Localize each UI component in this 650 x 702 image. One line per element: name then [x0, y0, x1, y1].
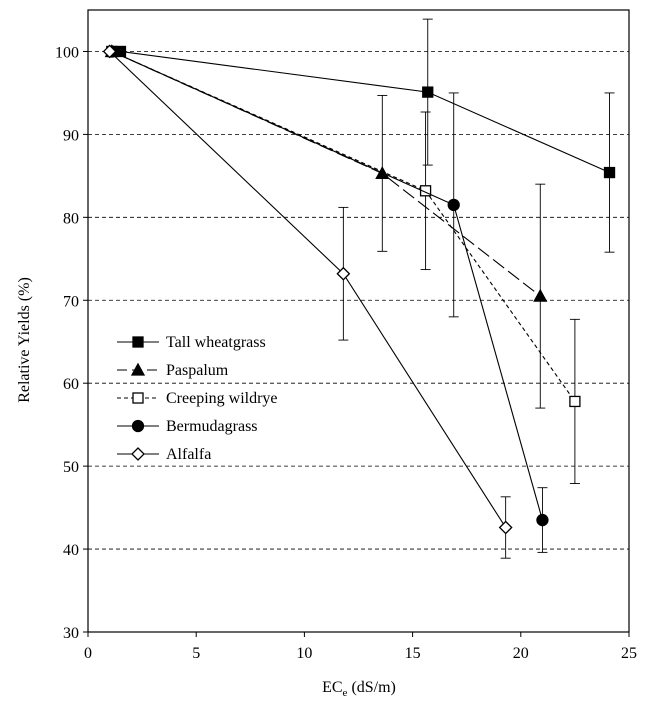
x-axis-label-unit: (dS/m) — [347, 679, 395, 696]
legend-label-creeping-wildrye: Creeping wildrye — [166, 390, 278, 407]
legend-marker-bermudagrass — [131, 419, 145, 433]
point-alfalfa-0 — [102, 44, 117, 59]
x-tick-label-0: 0 — [84, 645, 92, 662]
point-alfalfa-2 — [498, 520, 513, 535]
series-paspalum — [104, 44, 548, 409]
legend-item-alfalfa: Alfalfa — [117, 446, 211, 463]
x-tick-label-10: 10 — [296, 645, 312, 662]
y-tick-label-70: 70 — [63, 293, 79, 310]
point-alfalfa-1 — [336, 266, 351, 281]
point-tall-wheatgrass-1 — [422, 86, 434, 98]
point-tall-wheatgrass-2 — [603, 166, 616, 179]
x-axis-label: ECe (dS/m) — [322, 679, 396, 697]
x-tick-label-25: 25 — [621, 645, 637, 662]
point-creeping-wildrye-2 — [569, 395, 581, 408]
series-tall-wheatgrass — [114, 18, 616, 253]
y-tick-label-100: 100 — [55, 44, 79, 61]
y-axis-label: Relative Yields (%) — [16, 277, 33, 403]
x-tick-label-5: 5 — [192, 645, 200, 662]
x-tick-label-20: 20 — [513, 645, 529, 662]
y-tick-label-30: 30 — [63, 625, 79, 642]
legend-label-paspalum: Paspalum — [166, 362, 229, 379]
point-bermudagrass-2 — [536, 513, 549, 527]
series-layer — [102, 18, 616, 559]
series-bermudagrass — [105, 45, 549, 553]
legend-item-tall-wheatgrass: Tall wheatgrass — [117, 334, 266, 351]
grid-layer — [88, 51, 629, 550]
x-axis-label-main: EC — [322, 679, 342, 696]
x-axis-label-subscript: e — [343, 687, 348, 697]
line-tall-wheatgrass — [120, 50, 610, 174]
legend-item-bermudagrass: Bermudagrass — [117, 418, 258, 435]
legend-marker-alfalfa — [131, 447, 145, 461]
series-alfalfa — [102, 44, 513, 559]
axis-layer: 30 40 50 60 70 80 90 100 0 5 10 15 20 25 — [55, 44, 637, 662]
y-tick-label-60: 60 — [63, 376, 79, 393]
legend-label-bermudagrass: Bermudagrass — [166, 418, 258, 435]
point-creeping-wildrye-1 — [419, 185, 432, 197]
legend-label-alfalfa: Alfalfa — [166, 446, 211, 463]
legend-marker-tall-wheatgrass — [132, 336, 144, 348]
legend-item-paspalum: Paspalum — [117, 362, 229, 379]
line-paspalum — [111, 50, 541, 297]
legend-label-tall-wheatgrass: Tall wheatgrass — [166, 334, 266, 351]
plot-frame — [87, 9, 630, 633]
y-tick-label-80: 80 — [63, 210, 79, 227]
legend-marker-paspalum — [130, 362, 146, 376]
point-paspalum-2 — [533, 288, 548, 302]
legend-layer: Tall wheatgrass Paspalum Creeping wildrye B… — [117, 334, 278, 463]
y-tick-label-90: 90 — [63, 127, 79, 144]
y-tick-label-50: 50 — [63, 459, 79, 476]
legend-item-creeping-wildrye: Creeping wildrye — [117, 390, 278, 407]
point-bermudagrass-1 — [447, 198, 460, 212]
y-tick-label-40: 40 — [63, 542, 79, 559]
x-tick-label-15: 15 — [405, 645, 421, 662]
legend-marker-creeping-wildrye — [132, 392, 144, 404]
